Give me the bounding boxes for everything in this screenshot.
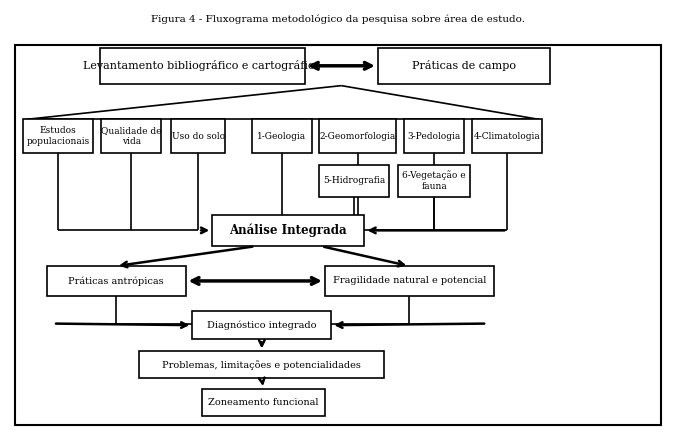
Text: Fragilidade natural e potencial: Fragilidade natural e potencial [333, 276, 486, 285]
Text: Estudos
populacionais: Estudos populacionais [26, 126, 90, 146]
FancyBboxPatch shape [101, 120, 161, 153]
Text: Problemas, limitações e potencialidades: Problemas, limitações e potencialidades [162, 360, 361, 370]
Text: Uso do solo: Uso do solo [172, 132, 225, 141]
FancyBboxPatch shape [320, 165, 389, 197]
Text: Análise Integrada: Análise Integrada [229, 223, 347, 237]
FancyBboxPatch shape [23, 120, 93, 153]
FancyBboxPatch shape [320, 120, 395, 153]
FancyBboxPatch shape [378, 48, 550, 84]
FancyBboxPatch shape [202, 389, 324, 416]
Text: Práticas de campo: Práticas de campo [412, 60, 516, 71]
Text: 3-Pedologia: 3-Pedologia [408, 132, 460, 141]
FancyBboxPatch shape [47, 266, 186, 296]
Text: 2-Geomorfologia: 2-Geomorfologia [320, 132, 395, 141]
Text: Figura 4 - Fluxograma metodológico da pesquisa sobre área de estudo.: Figura 4 - Fluxograma metodológico da pe… [151, 15, 525, 24]
Text: 1-Geologia: 1-Geologia [257, 132, 306, 141]
Text: Práticas antrópicas: Práticas antrópicas [68, 276, 164, 286]
FancyBboxPatch shape [212, 214, 364, 246]
FancyBboxPatch shape [139, 351, 385, 378]
FancyBboxPatch shape [404, 120, 464, 153]
FancyBboxPatch shape [473, 120, 542, 153]
Text: Diagnóstico integrado: Diagnóstico integrado [207, 320, 316, 330]
FancyBboxPatch shape [324, 266, 493, 296]
FancyBboxPatch shape [397, 165, 470, 197]
FancyBboxPatch shape [252, 120, 312, 153]
FancyBboxPatch shape [192, 311, 331, 339]
Text: Qualidade de
vida: Qualidade de vida [101, 126, 162, 146]
Text: Levantamento bibliográfico e cartográfico: Levantamento bibliográfico e cartográfic… [83, 60, 321, 71]
Text: 5-Hidrografia: 5-Hidrografia [323, 176, 385, 185]
Text: Zoneamento funcional: Zoneamento funcional [208, 398, 318, 407]
FancyBboxPatch shape [171, 120, 225, 153]
Text: 4-Climatologia: 4-Climatologia [474, 132, 541, 141]
Text: 6-Vegetação e
fauna: 6-Vegetação e fauna [402, 171, 466, 191]
FancyBboxPatch shape [99, 48, 305, 84]
